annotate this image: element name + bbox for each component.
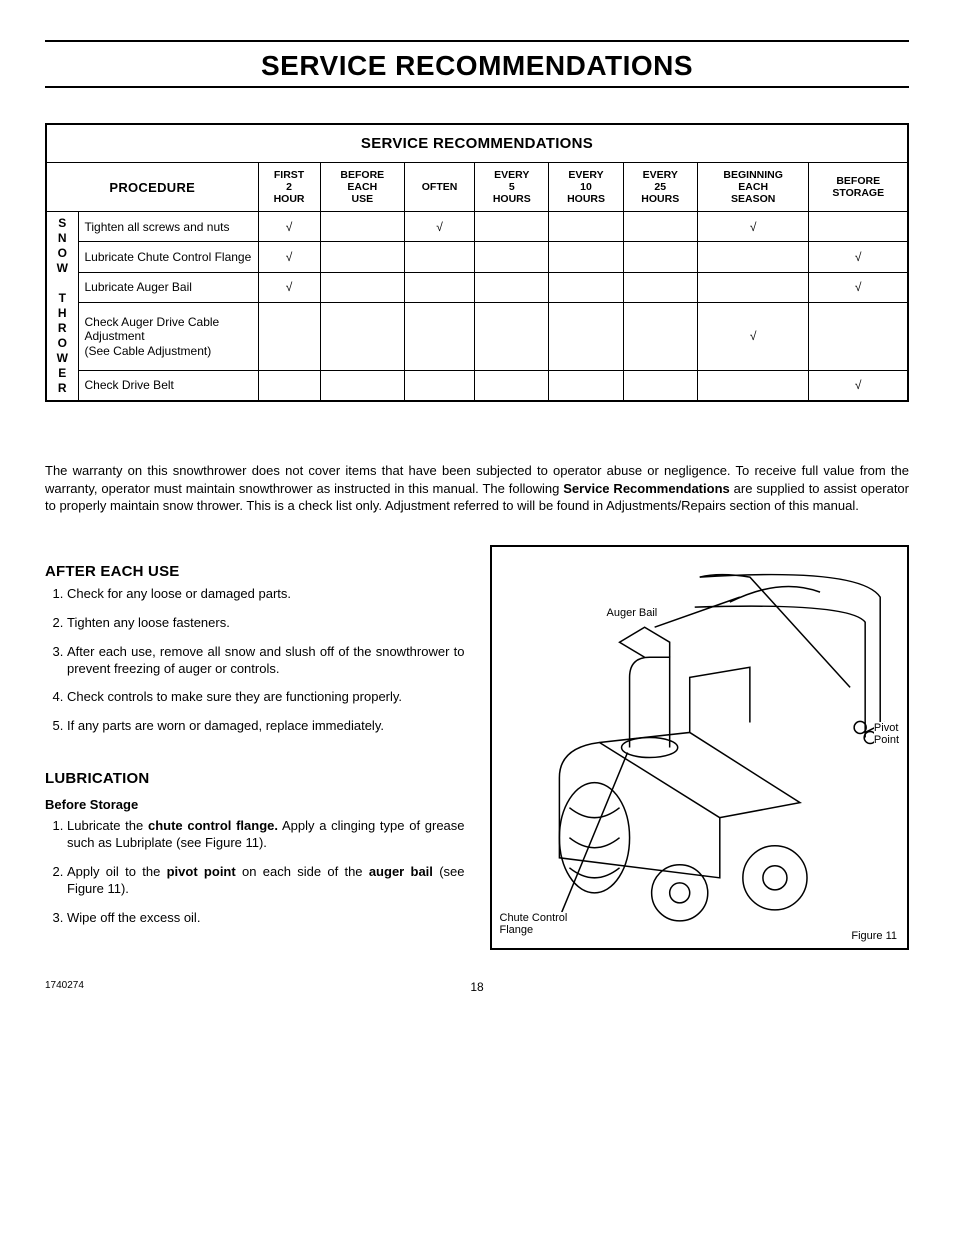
callout-chute-flange: Chute Control Flange (500, 912, 568, 936)
col-h3: OFTEN (404, 163, 474, 212)
check-cell (475, 272, 549, 302)
check-cell (623, 212, 697, 242)
check-cell (320, 272, 404, 302)
check-cell (697, 370, 809, 401)
page-footer: 1740274 18 (45, 980, 909, 996)
col-h7: BEGINNING EACH SEASON (697, 163, 809, 212)
proc-cell: Lubricate Auger Bail (78, 272, 258, 302)
check-cell (475, 370, 549, 401)
service-table: SERVICE RECOMMENDATIONS PROCEDURE FIRST … (45, 123, 909, 402)
page-title: SERVICE RECOMMENDATIONS (45, 50, 909, 82)
figure-caption: Figure 11 (851, 930, 897, 942)
lubrication-list: Lubricate the chute control flange. Appl… (45, 818, 465, 926)
check-cell (404, 303, 474, 371)
lub1-b1: chute control flange. (148, 818, 278, 833)
callout-pivot-point: Pivot Point (874, 722, 899, 746)
check-cell (404, 370, 474, 401)
check-cell (475, 303, 549, 371)
intro-bold: Service Recommendations (563, 481, 729, 496)
subheading-before-storage: Before Storage (45, 797, 465, 812)
list-item: After each use, remove all snow and slus… (67, 644, 465, 678)
document-id: 1740274 (45, 980, 84, 991)
col-h6: EVERY 25 HOURS (623, 163, 697, 212)
list-item: Apply oil to the pivot point on each sid… (67, 864, 465, 898)
col-h4: EVERY 5 HOURS (475, 163, 549, 212)
check-cell (549, 212, 623, 242)
check-cell (809, 212, 908, 242)
check-cell: √ (258, 242, 320, 272)
check-cell (697, 272, 809, 302)
col-h8: BEFORE STORAGE (809, 163, 908, 212)
list-item: If any parts are worn or damaged, replac… (67, 718, 465, 735)
lub2-pre: Apply oil to the (67, 864, 167, 879)
col-h2: BEFORE EACH USE (320, 163, 404, 212)
check-cell (549, 303, 623, 371)
check-cell: √ (809, 272, 908, 302)
check-cell (623, 242, 697, 272)
check-cell: √ (258, 272, 320, 302)
col-h1: FIRST 2 HOUR (258, 163, 320, 212)
col-procedure: PROCEDURE (46, 163, 258, 212)
proc-cell: Check Auger Drive Cable Adjustment (See … (78, 303, 258, 371)
heading-after-each-use: AFTER EACH USE (45, 563, 465, 580)
table-row: Check Drive Belt √ (46, 370, 908, 401)
list-item: Lubricate the chute control flange. Appl… (67, 818, 465, 852)
heading-lubrication: LUBRICATION (45, 770, 465, 787)
check-cell (623, 303, 697, 371)
table-row: Lubricate Auger Bail √ √ (46, 272, 908, 302)
table-row: Lubricate Chute Control Flange √ √ (46, 242, 908, 272)
callout-auger-bail: Auger Bail (607, 607, 658, 619)
lub2-b2: auger bail (369, 864, 433, 879)
list-item: Check controls to make sure they are fun… (67, 689, 465, 706)
table-row: Check Auger Drive Cable Adjustment (See … (46, 303, 908, 371)
check-cell (623, 370, 697, 401)
check-cell (404, 272, 474, 302)
check-cell: √ (697, 212, 809, 242)
list-item: Wipe off the excess oil. (67, 910, 465, 927)
intro-paragraph: The warranty on this snowthrower does no… (45, 462, 909, 515)
check-cell (258, 370, 320, 401)
table-title: SERVICE RECOMMENDATIONS (46, 124, 908, 163)
check-cell (320, 370, 404, 401)
check-cell (475, 212, 549, 242)
check-cell: √ (697, 303, 809, 371)
lub2-b1: pivot point (167, 864, 236, 879)
col-h5: EVERY 10 HOURS (549, 163, 623, 212)
check-cell (320, 303, 404, 371)
check-cell: √ (809, 370, 908, 401)
check-cell: √ (404, 212, 474, 242)
check-cell (404, 242, 474, 272)
check-cell (697, 242, 809, 272)
list-item: Check for any loose or damaged parts. (67, 586, 465, 603)
check-cell: √ (258, 212, 320, 242)
after-each-use-list: Check for any loose or damaged parts. Ti… (45, 586, 465, 735)
list-item: Tighten any loose fasteners. (67, 615, 465, 632)
check-cell (320, 212, 404, 242)
proc-cell: Lubricate Chute Control Flange (78, 242, 258, 272)
lub2-mid: on each side of the (236, 864, 369, 879)
check-cell (549, 370, 623, 401)
figure-11: Auger Bail Pivot Point Chute Control Fla… (490, 545, 910, 950)
check-cell (809, 303, 908, 371)
check-cell (475, 242, 549, 272)
check-cell (549, 242, 623, 272)
check-cell (549, 272, 623, 302)
check-cell (320, 242, 404, 272)
proc-cell: Check Drive Belt (78, 370, 258, 401)
check-cell: √ (809, 242, 908, 272)
check-cell (623, 272, 697, 302)
table-row: SNOWTHROWER Tighten all screws and nuts … (46, 212, 908, 242)
check-cell (258, 303, 320, 371)
page-number: 18 (470, 980, 483, 994)
lub1-pre: Lubricate the (67, 818, 148, 833)
proc-cell: Tighten all screws and nuts (78, 212, 258, 242)
snowthrower-diagram (492, 547, 908, 948)
vertical-category: SNOWTHROWER (46, 212, 78, 402)
